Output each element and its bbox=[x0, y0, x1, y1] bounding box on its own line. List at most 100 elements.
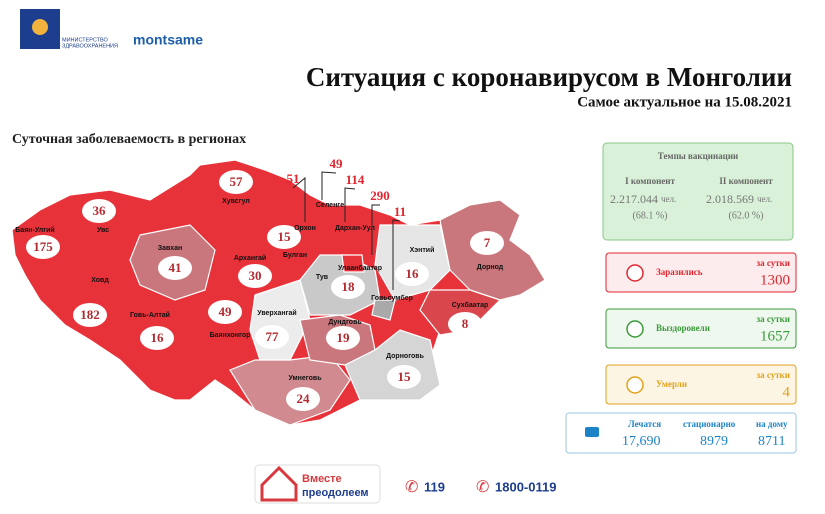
region-name: Сухбаатар bbox=[452, 301, 489, 309]
region-name: Увс bbox=[97, 227, 109, 234]
stat-period: за сутки bbox=[756, 370, 790, 380]
region-cases: 57 bbox=[230, 174, 244, 189]
stat-panel bbox=[605, 308, 797, 349]
stat-icon bbox=[626, 264, 644, 282]
case-bubble bbox=[238, 264, 272, 288]
region-name: Уверхангай bbox=[257, 309, 297, 317]
region-name: Архангай bbox=[234, 254, 266, 262]
region-name: Хувсгул bbox=[222, 198, 250, 205]
vaccination-panel bbox=[602, 142, 794, 241]
region-cases: 114 bbox=[346, 172, 365, 187]
region-cases: 8 bbox=[462, 316, 469, 331]
dose-count: 2.018.569 bbox=[706, 192, 754, 206]
region-cases: 16 bbox=[406, 266, 420, 281]
region-cases: 175 bbox=[33, 239, 53, 254]
region-name: Хэнтий bbox=[410, 246, 435, 254]
home-label: на дому bbox=[756, 419, 788, 429]
dose-count: 2.217.044 bbox=[610, 192, 658, 206]
case-bubble bbox=[158, 256, 192, 280]
case-bubble bbox=[267, 225, 301, 249]
case-bubble bbox=[470, 231, 504, 255]
home-value: 8711 bbox=[758, 434, 785, 449]
stat-label: Умерли bbox=[656, 379, 687, 389]
region-cases: 18 bbox=[342, 279, 356, 294]
region-cases: 49 bbox=[330, 156, 344, 171]
leader-line bbox=[292, 176, 306, 222]
hospital-label: стационарно bbox=[683, 419, 736, 429]
region-name: Дундговь bbox=[328, 319, 362, 326]
case-bubble bbox=[255, 325, 289, 349]
region-name: Улаанбаатар bbox=[338, 264, 382, 272]
stat-value: 1657 bbox=[760, 328, 791, 344]
case-bubble bbox=[387, 365, 421, 389]
vaccination-title: Темпы вакцинации bbox=[658, 151, 738, 161]
region-cases: 15 bbox=[278, 229, 292, 244]
region-shape bbox=[371, 299, 396, 321]
case-bubble bbox=[219, 170, 253, 194]
treatment-panel bbox=[565, 412, 797, 454]
region-name: Орхон bbox=[294, 225, 316, 232]
region-cases: 30 bbox=[249, 268, 262, 283]
region-cases: 49 bbox=[219, 304, 233, 319]
region-name: Булган bbox=[283, 252, 307, 259]
logo-emblem bbox=[32, 19, 48, 35]
dose-share: (68.1 %) bbox=[633, 210, 668, 221]
house-icon bbox=[260, 465, 298, 502]
leader-line bbox=[371, 204, 380, 255]
leader-line bbox=[321, 171, 337, 200]
region-name: Дорноговь bbox=[386, 353, 425, 360]
dose-unit: чел. bbox=[661, 194, 676, 204]
treatment-icon bbox=[585, 427, 599, 437]
region-name: Селенге bbox=[316, 202, 344, 209]
dose-unit: чел. bbox=[757, 194, 772, 204]
region-name: Ховд bbox=[91, 277, 109, 284]
case-bubble bbox=[286, 387, 320, 411]
region-name: Баян-Улгий bbox=[15, 226, 54, 234]
region-name: Баянхонгор bbox=[210, 332, 251, 339]
region-cases: 15 bbox=[398, 369, 412, 384]
subtitle: Самое актуальное на 15.08.2021 bbox=[577, 94, 792, 110]
region-cases: 41 bbox=[169, 260, 182, 275]
phone: 1800-0119 bbox=[495, 479, 556, 494]
region-shape bbox=[229, 354, 351, 426]
region-name: Умнеговь bbox=[288, 375, 322, 382]
stat-icon bbox=[626, 320, 644, 338]
case-bubble bbox=[448, 312, 482, 336]
region-cases: 182 bbox=[80, 307, 100, 322]
brand: montsame bbox=[133, 32, 203, 48]
stat-panel bbox=[605, 252, 797, 293]
case-bubble bbox=[208, 300, 242, 324]
case-bubble bbox=[326, 326, 360, 350]
stat-value: 4 bbox=[783, 384, 791, 400]
stat-value: 1300 bbox=[760, 272, 790, 288]
stat-label: Выздоровели bbox=[656, 323, 710, 333]
region-cases: 19 bbox=[337, 330, 351, 345]
phone: 119 bbox=[424, 479, 445, 494]
region-cases: 36 bbox=[93, 203, 107, 218]
region-cases: 51 bbox=[287, 171, 300, 186]
dose-label: I компонент bbox=[625, 176, 675, 186]
stat-icon bbox=[626, 376, 644, 394]
case-bubble bbox=[82, 199, 116, 223]
ministry-name: ЗДРАВООХРАНЕНИЯ bbox=[62, 43, 118, 49]
region-cases: 7 bbox=[484, 235, 491, 250]
region-cases: 77 bbox=[266, 329, 280, 344]
slogan: преодолеем bbox=[302, 487, 369, 499]
region-cases: 24 bbox=[297, 391, 311, 406]
stat-label: Заразились bbox=[656, 267, 703, 277]
case-bubble bbox=[395, 262, 429, 286]
title: Ситуация с коронавирусом в Монголии bbox=[306, 62, 792, 92]
phone-icon: ✆ bbox=[476, 479, 489, 496]
region-name: Завхан bbox=[158, 245, 183, 252]
region-name: Дорнод bbox=[477, 264, 504, 271]
map bbox=[11, 159, 546, 426]
leader-line bbox=[344, 187, 356, 222]
map-title: Суточная заболеваемость в регионах bbox=[12, 132, 246, 147]
phone-icon: ✆ bbox=[405, 479, 418, 496]
treatment-label: Лечатся bbox=[628, 419, 661, 429]
hospital-value: 8979 bbox=[700, 434, 728, 449]
region-cases: 290 bbox=[370, 188, 390, 203]
case-bubble bbox=[140, 326, 174, 350]
